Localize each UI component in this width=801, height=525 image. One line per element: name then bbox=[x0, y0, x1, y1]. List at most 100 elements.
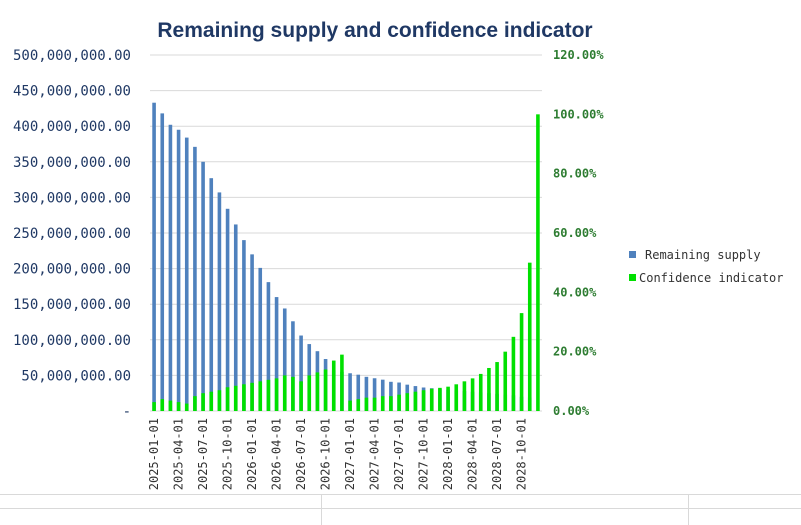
remaining-supply-bar bbox=[184, 137, 189, 412]
left-tick-label: 100,000,000.00 bbox=[13, 333, 131, 349]
remaining-supply-bar bbox=[250, 254, 254, 411]
confidence-indicator-bar bbox=[413, 391, 418, 411]
confidence-indicator-bar bbox=[503, 351, 508, 411]
confidence-indicator-bar bbox=[397, 394, 401, 411]
confidence-indicator-bar bbox=[315, 372, 320, 411]
confidence-indicator-bar bbox=[478, 373, 483, 411]
confidence-indicator-bar bbox=[356, 399, 361, 411]
x-tick-label: 2026-04-01 bbox=[270, 418, 284, 490]
confidence-indicator-bar bbox=[389, 396, 393, 411]
confidence-indicator-bar bbox=[176, 402, 181, 411]
confidence-indicator-bar bbox=[307, 375, 312, 411]
confidence-indicator-bar bbox=[446, 386, 450, 411]
chart: Remaining supply and confidence indicato… bbox=[13, 19, 784, 490]
chart-title: Remaining supply and confidence indicato… bbox=[157, 19, 592, 42]
confidence-indicator-bar bbox=[519, 313, 524, 411]
x-tick-label: 2025-07-01 bbox=[196, 418, 210, 490]
remaining-supply-bar bbox=[209, 178, 214, 411]
left-tick-label: 200,000,000.00 bbox=[13, 262, 131, 278]
x-tick-label: 2027-04-01 bbox=[368, 418, 382, 490]
legend-swatch-confidence-indicator bbox=[629, 274, 636, 281]
confidence-indicator-bar bbox=[299, 381, 303, 411]
confidence-indicator-bar bbox=[348, 400, 352, 411]
legend-swatch-remaining-supply bbox=[629, 251, 636, 258]
sheet-column-line bbox=[321, 494, 322, 525]
x-tick-label: 2026-10-01 bbox=[319, 418, 333, 490]
confidence-indicator-bar bbox=[323, 369, 328, 411]
legend-label-confidence-indicator: Confidence indicator bbox=[639, 271, 784, 285]
remaining-supply-bar bbox=[348, 373, 352, 411]
left-tick-label: 300,000,000.00 bbox=[13, 190, 131, 206]
left-axis: - 50,000,000.00 100,000,000.00 150,000,000.… bbox=[13, 48, 131, 420]
confidence-indicator-bar bbox=[258, 381, 263, 411]
confidence-indicator-bar bbox=[527, 262, 532, 411]
confidence-indicator-bar bbox=[274, 378, 279, 411]
confidence-indicator-bar bbox=[454, 384, 459, 411]
left-tick-label: 350,000,000.00 bbox=[13, 155, 131, 171]
remaining-supply-bar bbox=[193, 146, 197, 411]
left-tick-label: - bbox=[123, 404, 131, 420]
remaining-supply-bar bbox=[266, 282, 271, 411]
x-tick-label: 2025-01-01 bbox=[147, 418, 161, 490]
confidence-indicator-bar bbox=[168, 400, 173, 411]
left-tick-label: 400,000,000.00 bbox=[13, 119, 131, 135]
right-tick-label: 100.00% bbox=[553, 107, 604, 121]
x-tick-label: 2027-07-01 bbox=[392, 418, 406, 490]
remaining-supply-bar bbox=[291, 321, 295, 411]
remaining-supply-bar bbox=[217, 192, 222, 411]
confidence-indicator-bar bbox=[209, 391, 214, 411]
confidence-indicator-bar bbox=[364, 397, 369, 411]
confidence-indicator-bar bbox=[201, 393, 205, 411]
confidence-indicator-bar bbox=[340, 354, 344, 411]
confidence-indicator-bar bbox=[282, 375, 287, 411]
remaining-supply-bar bbox=[160, 113, 165, 411]
right-tick-label: 120.00% bbox=[553, 48, 604, 62]
confidence-indicator-bar bbox=[291, 376, 295, 411]
remaining-supply-bar bbox=[380, 379, 385, 411]
right-axis: 0.00% 20.00% 40.00% 60.00% 80.00% 100.00% 120.… bbox=[553, 48, 604, 418]
x-axis: 2025-01-01 2025-04-01 2025-07-01 2025-10-01… bbox=[147, 418, 529, 490]
remaining-supply-bar bbox=[233, 224, 238, 411]
confidence-indicator-bar bbox=[511, 336, 516, 411]
x-tick-label: 2025-04-01 bbox=[172, 418, 186, 490]
confidence-indicator-bar bbox=[266, 379, 271, 411]
right-tick-label: 80.00% bbox=[553, 167, 597, 181]
x-tick-label: 2026-01-01 bbox=[245, 418, 259, 490]
confidence-indicator-bar bbox=[405, 393, 410, 411]
remaining-supply-bar bbox=[356, 374, 361, 411]
remaining-supply-bar bbox=[364, 376, 369, 411]
left-tick-label: 250,000,000.00 bbox=[13, 226, 131, 242]
sheet-column-line bbox=[688, 494, 689, 525]
confidence-indicator-bar bbox=[225, 387, 230, 411]
remaining-supply-bar bbox=[225, 208, 230, 411]
left-tick-label: 450,000,000.00 bbox=[13, 84, 131, 100]
remaining-supply-bar bbox=[372, 378, 377, 411]
confidence-indicator-bar bbox=[217, 390, 222, 411]
x-tick-label: 2028-04-01 bbox=[466, 418, 480, 490]
remaining-supply-bar bbox=[176, 129, 181, 411]
left-tick-label: 500,000,000.00 bbox=[13, 48, 131, 64]
confidence-indicator-bar bbox=[372, 397, 377, 411]
x-tick-label: 2028-10-01 bbox=[515, 418, 529, 490]
x-tick-label: 2026-07-01 bbox=[294, 418, 308, 490]
confidence-indicator-bar bbox=[462, 381, 467, 411]
remaining-supply-bar bbox=[274, 297, 279, 411]
confidence-indicator-bar bbox=[250, 382, 254, 411]
x-tick-label: 2027-01-01 bbox=[343, 418, 357, 490]
confidence-indicator-bar bbox=[487, 367, 491, 411]
confidence-indicator-bar bbox=[438, 387, 442, 411]
left-tick-label: 50,000,000.00 bbox=[21, 368, 131, 384]
legend-label-remaining-supply: Remaining supply bbox=[645, 248, 761, 262]
remaining-supply-bar bbox=[258, 267, 263, 411]
confidence-indicator-bar bbox=[470, 378, 475, 411]
sheet-row-line bbox=[0, 508, 801, 509]
confidence-indicator-bar bbox=[233, 385, 238, 411]
remaining-supply-bar bbox=[299, 335, 303, 411]
remaining-supply-bar bbox=[168, 124, 173, 411]
left-tick-label: 150,000,000.00 bbox=[13, 297, 131, 313]
right-tick-label: 60.00% bbox=[553, 226, 597, 240]
confidence-indicator-bar bbox=[331, 360, 336, 411]
x-tick-label: 2027-10-01 bbox=[417, 418, 431, 490]
confidence-indicator-bar bbox=[536, 114, 540, 411]
confidence-indicator-bar bbox=[421, 390, 426, 411]
